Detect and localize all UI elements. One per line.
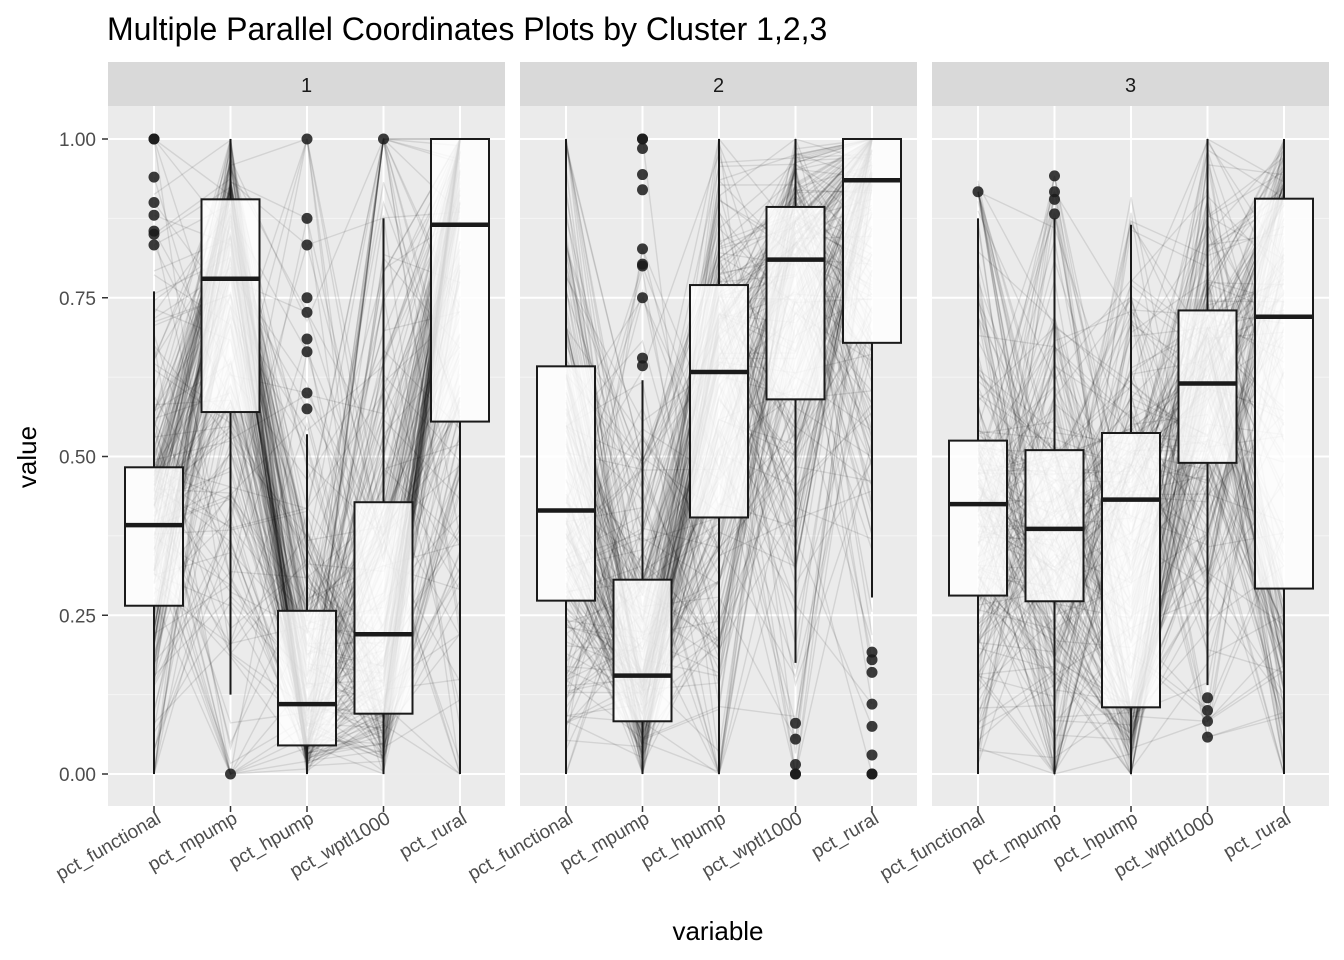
y-tick-label: 1.00 [59, 130, 96, 151]
outlier-point [148, 209, 160, 221]
outlier-point [790, 733, 801, 745]
boxplot-pct_mpump [1024, 170, 1085, 774]
boxplot-pct_functional [536, 139, 596, 774]
box-iqr [842, 138, 902, 344]
box-iqr [612, 578, 673, 723]
facet-strip [108, 62, 505, 106]
box-iqr [948, 439, 1008, 597]
box-iqr [353, 501, 414, 715]
outlier-point [790, 768, 801, 780]
outlier-point [866, 720, 878, 732]
boxplot-pct_functional [124, 133, 184, 774]
outlier-point [301, 306, 313, 318]
outlier-point [301, 239, 313, 251]
outlier-point [637, 243, 648, 255]
outlier-point [866, 654, 878, 666]
boxplot-pct_wptl1000 [765, 139, 826, 780]
box-iqr [1024, 449, 1085, 603]
outlier-point [301, 133, 313, 145]
outlier-point [301, 333, 313, 345]
outlier-point [1202, 731, 1213, 743]
outlier-point [1049, 186, 1060, 198]
boxplot-pct_rural [1254, 139, 1314, 774]
outlier-point [866, 698, 878, 710]
box-iqr [277, 609, 337, 747]
boxplot-pct_functional [948, 186, 1008, 774]
box-iqr [200, 198, 261, 414]
outlier-point [866, 768, 878, 780]
outlier-point [1049, 208, 1060, 220]
facet-strip [520, 62, 917, 106]
outlier-point [790, 717, 801, 729]
box-iqr [765, 205, 826, 401]
facet-strip-label: 1 [301, 75, 312, 97]
facet-panels: 0.00 0.25 0.50 0.75 1.001pct_functionalpct_m… [52, 62, 1329, 885]
y-tick-label: 0.25 [59, 606, 96, 627]
boxplot-pct_hpump [277, 133, 337, 774]
facet-panel-1: 1pct_functionalpct_mpumppct_hpumppct_wpt… [52, 62, 505, 885]
outlier-point [790, 758, 801, 770]
outlier-point [637, 133, 648, 145]
parallel-line [977, 212, 1285, 776]
outlier-point [637, 143, 648, 155]
outlier-point [637, 184, 648, 196]
box-iqr [536, 365, 596, 602]
outlier-point [637, 169, 648, 181]
facet-strip-label: 3 [1125, 75, 1136, 97]
outlier-point [866, 666, 878, 678]
outlier-point [148, 225, 160, 237]
outlier-point [301, 212, 313, 224]
outlier-point [972, 186, 984, 198]
y-tick-label: 0.00 [59, 765, 96, 786]
outlier-point [148, 133, 160, 145]
boxplot-pct_rural [430, 138, 490, 774]
boxplot-pct_wptl1000 [1177, 139, 1238, 743]
box-iqr [1254, 197, 1314, 590]
outlier-point [148, 197, 160, 208]
outlier-point [637, 258, 648, 270]
outlier-point [1202, 715, 1213, 727]
y-axis-title: value [12, 426, 42, 488]
facet-panel-2: 2pct_functionalpct_mpumppct_hpumppct_wpt… [464, 62, 917, 885]
boxplot-pct_hpump [1101, 224, 1161, 774]
box-iqr [1101, 432, 1161, 709]
outlier-point [1049, 193, 1060, 205]
box-iqr [1177, 309, 1238, 464]
boxplot-pct_wptl1000 [353, 133, 414, 774]
outlier-point [1049, 170, 1060, 182]
outlier-point [225, 768, 236, 780]
facet-strip [932, 62, 1329, 106]
outlier-point [1202, 705, 1213, 716]
y-tick-label: 0.75 [59, 289, 96, 310]
outlier-point [1202, 692, 1213, 704]
boxplot-pct_hpump [689, 139, 749, 774]
parallel-line [153, 146, 461, 645]
outlier-point [301, 387, 313, 399]
chart-title: Multiple Parallel Coordinates Plots by C… [107, 11, 827, 47]
outlier-point [301, 403, 313, 415]
y-tick-label: 0.50 [59, 448, 96, 469]
outlier-point [148, 171, 160, 183]
outlier-point [148, 239, 160, 251]
box-iqr [689, 284, 749, 519]
outlier-point [301, 346, 313, 358]
outlier-point [866, 749, 878, 761]
boxplot-pct_mpump [612, 133, 673, 774]
outlier-point [378, 133, 389, 145]
facet-strip-label: 2 [713, 75, 724, 97]
x-axis-title: variable [672, 916, 763, 946]
outlier-point [637, 292, 648, 304]
facet-panel-3: 3pct_functionalpct_mpumppct_hpumppct_wpt… [876, 62, 1329, 885]
boxplot-pct_rural [842, 138, 902, 780]
outlier-point [637, 352, 648, 364]
outlier-point [866, 646, 878, 658]
boxplot-pct_mpump [200, 139, 261, 780]
outlier-point [637, 360, 648, 372]
outlier-point [301, 292, 313, 304]
box-iqr [430, 138, 490, 423]
box-iqr [124, 466, 184, 607]
